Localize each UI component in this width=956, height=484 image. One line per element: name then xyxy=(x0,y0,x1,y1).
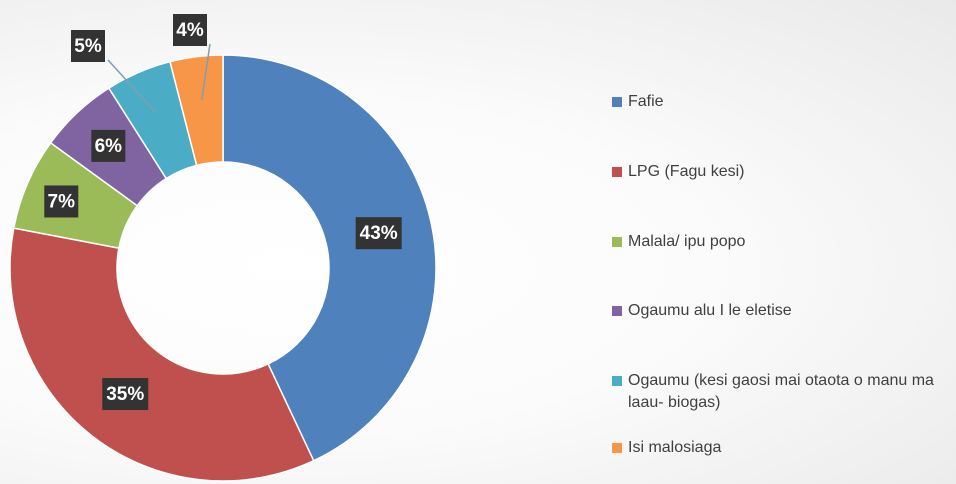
data-label: 35% xyxy=(106,384,144,405)
donut-segment xyxy=(222,54,437,462)
data-label-box xyxy=(44,185,79,218)
data-label: 4% xyxy=(176,20,204,41)
leader-line xyxy=(107,59,157,113)
legend-item: Isi malosiaga xyxy=(612,437,952,459)
legend-swatch xyxy=(612,97,622,107)
data-label-box xyxy=(102,378,149,411)
data-label: 5% xyxy=(74,36,102,57)
data-label: 43% xyxy=(360,223,398,244)
legend-label: Isi malosiaga xyxy=(628,439,722,456)
data-label-box xyxy=(71,30,105,62)
legend-swatch xyxy=(612,167,622,177)
legend-swatch xyxy=(612,376,622,386)
legend-item: Fafie xyxy=(612,91,952,113)
legend-label: LPG (Fagu kesi) xyxy=(628,163,745,180)
legend-label: Ogaumu alu I le eletise xyxy=(628,302,792,319)
leader-line xyxy=(201,43,211,100)
data-label-box xyxy=(173,14,207,46)
legend-swatch xyxy=(612,443,622,453)
legend-item: Ogaumu (kesi gaosi mai otaota o manu ma … xyxy=(612,370,952,414)
legend-swatch xyxy=(612,306,622,316)
legend-item: LPG (Fagu kesi) xyxy=(612,161,952,183)
data-label-box xyxy=(355,217,402,250)
data-label: 6% xyxy=(95,136,123,157)
legend-label: Ogaumu (kesi gaosi mai otaota o manu ma … xyxy=(628,372,934,411)
legend-label: Fafie xyxy=(628,93,664,110)
data-label: 7% xyxy=(48,191,76,212)
legend-item: Malala/ ipu popo xyxy=(612,231,952,253)
donut-segment xyxy=(169,54,224,167)
legend-item: Ogaumu alu I le eletise xyxy=(612,300,952,322)
legend-swatch xyxy=(612,237,622,247)
data-label-box xyxy=(91,129,126,162)
donut-segment xyxy=(9,227,315,482)
legend-label: Malala/ ipu popo xyxy=(628,233,746,250)
